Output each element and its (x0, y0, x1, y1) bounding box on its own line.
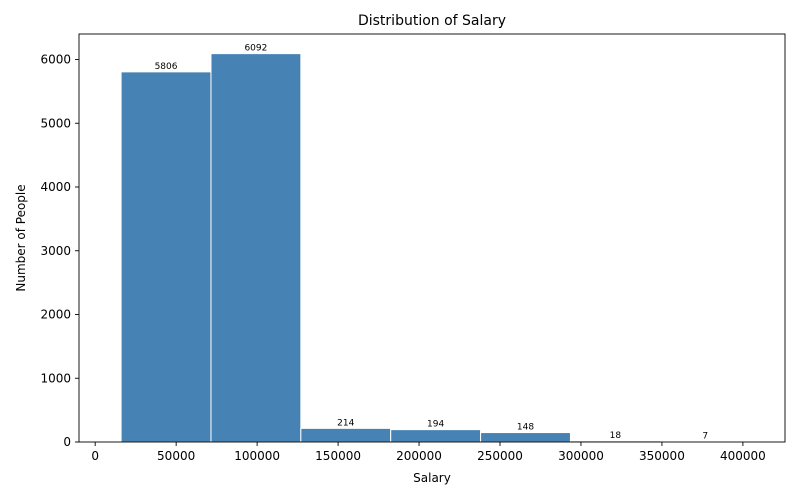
chart-title: Distribution of Salary (358, 13, 506, 29)
y-axis-label: Number of People (14, 184, 28, 291)
bar-value-label-4: 194 (427, 420, 444, 430)
y-tick-label: 6000 (40, 53, 71, 67)
bar-value-label-7: 7 (702, 432, 708, 442)
histogram-bar-1 (121, 72, 211, 442)
x-tick-label: 400000 (720, 449, 766, 463)
x-tick-label: 150000 (315, 449, 361, 463)
x-tick-label: 200000 (396, 449, 442, 463)
x-tick-label: 350000 (639, 449, 685, 463)
x-tick-label: 250000 (477, 449, 523, 463)
histogram-bar-4 (391, 430, 481, 442)
bar-value-label-3: 214 (337, 418, 354, 428)
y-tick-label: 0 (63, 435, 71, 449)
histogram-bar-2 (211, 54, 301, 442)
y-tick-label: 4000 (40, 180, 71, 194)
bars-layer (121, 54, 750, 442)
bar-value-label-2: 6092 (244, 44, 267, 54)
x-tick-label: 100000 (234, 449, 280, 463)
x-axis-ticks: 0 50000 100000 150000 200000 250000 300000 3500… (91, 442, 765, 463)
x-tick-label: 300000 (558, 449, 604, 463)
histogram-bar-5 (481, 433, 571, 442)
y-tick-label: 3000 (40, 244, 71, 258)
histogram-bar-3 (301, 428, 391, 442)
bar-value-label-6: 18 (610, 431, 622, 441)
bar-value-label-1: 5806 (155, 62, 178, 72)
y-tick-label: 2000 (40, 308, 71, 322)
bar-value-label-5: 148 (517, 423, 534, 433)
x-axis-label: Salary (413, 471, 451, 485)
y-tick-label: 5000 (40, 116, 71, 130)
y-axis-ticks: 0 1000 2000 3000 4000 5000 6000 (40, 53, 79, 450)
x-tick-label: 50000 (157, 449, 195, 463)
x-tick-label: 0 (91, 449, 99, 463)
y-tick-label: 1000 (40, 371, 71, 385)
